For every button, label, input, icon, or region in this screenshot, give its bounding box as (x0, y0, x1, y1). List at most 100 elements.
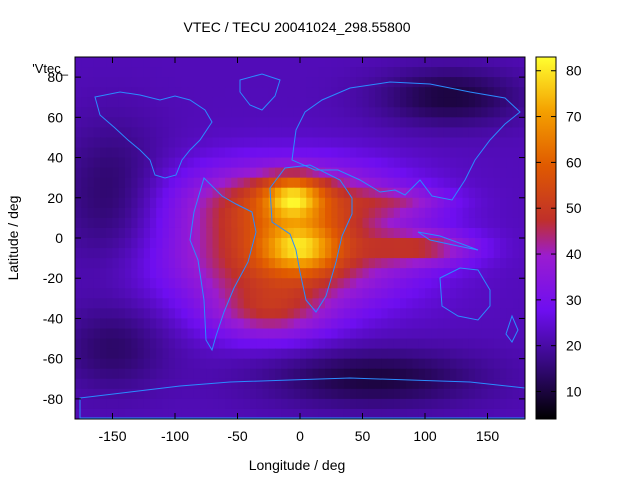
heatmap-cell (300, 177, 307, 189)
heatmap-cell (456, 368, 464, 380)
heatmap-cell (368, 348, 376, 360)
heatmap-cell (350, 167, 357, 179)
heatmap-cell (506, 117, 514, 128)
heatmap-cell (356, 268, 364, 279)
heatmap-cell (506, 227, 514, 239)
heatmap-cell (87, 378, 95, 390)
heatmap-cell (175, 398, 182, 410)
heatmap-cell (150, 248, 157, 259)
heatmap-cell (87, 298, 95, 309)
heatmap-cell (500, 127, 507, 139)
heatmap-cell (375, 378, 382, 390)
heatmap-cell (81, 308, 89, 320)
heatmap-cell (443, 97, 451, 108)
heatmap-cell (131, 77, 139, 88)
heatmap-cell (337, 167, 345, 179)
heatmap-cell (118, 258, 126, 269)
heatmap-cell (456, 338, 464, 350)
heatmap-cell (506, 167, 514, 179)
heatmap-cell (418, 157, 426, 169)
heatmap-cell (118, 308, 126, 320)
heatmap-cell (281, 308, 289, 320)
heatmap-cell (431, 57, 439, 68)
heatmap-cell (225, 388, 232, 400)
heatmap-cell (406, 248, 414, 259)
heatmap-cell (137, 268, 145, 279)
heatmap-cell (312, 378, 320, 390)
heatmap-cell (506, 388, 514, 400)
heatmap-cell (450, 77, 457, 88)
heatmap-cell (81, 107, 89, 118)
heatmap-cell (275, 227, 282, 239)
heatmap-cell (400, 368, 407, 380)
heatmap-cell (143, 308, 151, 320)
heatmap-cell (431, 358, 439, 370)
heatmap-cell (281, 258, 289, 269)
heatmap-cell (493, 227, 501, 239)
heatmap-cell (312, 248, 320, 259)
heatmap-cell (450, 137, 457, 149)
heatmap-cell (281, 67, 289, 78)
heatmap-cell (225, 288, 232, 299)
heatmap-cell (300, 268, 307, 279)
heatmap-cell (500, 187, 507, 199)
heatmap-cell (362, 318, 370, 330)
heatmap-cell (287, 157, 295, 169)
heatmap-cell (143, 258, 151, 269)
heatmap-cell (125, 117, 132, 128)
heatmap-cell (268, 117, 276, 128)
heatmap-cell (268, 197, 276, 209)
heatmap-cell (362, 398, 370, 410)
heatmap-cell (518, 318, 525, 330)
heatmap-cell (475, 338, 482, 350)
heatmap-cell (475, 308, 482, 320)
heatmap-cell (75, 238, 82, 249)
heatmap-cell (93, 398, 101, 410)
heatmap-cell (512, 77, 520, 88)
heatmap-cell (337, 147, 345, 159)
heatmap-cell (362, 298, 370, 309)
heatmap-cell (287, 398, 295, 410)
heatmap-cell (212, 177, 220, 189)
heatmap-cell (287, 147, 295, 159)
heatmap-cell (337, 197, 345, 209)
heatmap-cell (450, 338, 457, 350)
heatmap-cell (218, 278, 226, 289)
heatmap-cell (487, 408, 495, 419)
heatmap-cell (206, 227, 214, 239)
heatmap-cell (87, 368, 95, 380)
heatmap-cell (100, 217, 107, 229)
heatmap-cell (412, 67, 420, 78)
heatmap-cell (481, 127, 489, 139)
heatmap-cell (387, 197, 395, 209)
heatmap-cell (412, 147, 420, 159)
heatmap-cell (475, 147, 482, 159)
heatmap-cell (181, 87, 189, 98)
heatmap-cell (150, 67, 157, 78)
heatmap-cell (431, 268, 439, 279)
heatmap-cell (137, 338, 145, 350)
heatmap-cell (450, 268, 457, 279)
heatmap-cell (431, 147, 439, 159)
heatmap-cell (406, 127, 414, 139)
heatmap-cell (375, 57, 382, 68)
heatmap-cell (112, 117, 120, 128)
heatmap-cell (281, 238, 289, 249)
heatmap-cell (343, 227, 351, 239)
heatmap-cell (125, 217, 132, 229)
coastline-africa (269, 164, 353, 313)
heatmap-cell (462, 238, 470, 249)
heatmap-cell (343, 368, 351, 380)
heatmap-cell (381, 288, 389, 299)
heatmap-cell (450, 107, 457, 118)
heatmap-cell (312, 217, 320, 229)
heatmap-cell (362, 187, 370, 199)
heatmap-cell (243, 67, 251, 78)
heatmap-cell (212, 398, 220, 410)
heatmap-cell (481, 288, 489, 299)
heatmap-cell (400, 177, 407, 189)
heatmap-cell (393, 117, 401, 128)
heatmap-cell (381, 338, 389, 350)
heatmap-cell (381, 248, 389, 259)
heatmap-cell (143, 358, 151, 370)
